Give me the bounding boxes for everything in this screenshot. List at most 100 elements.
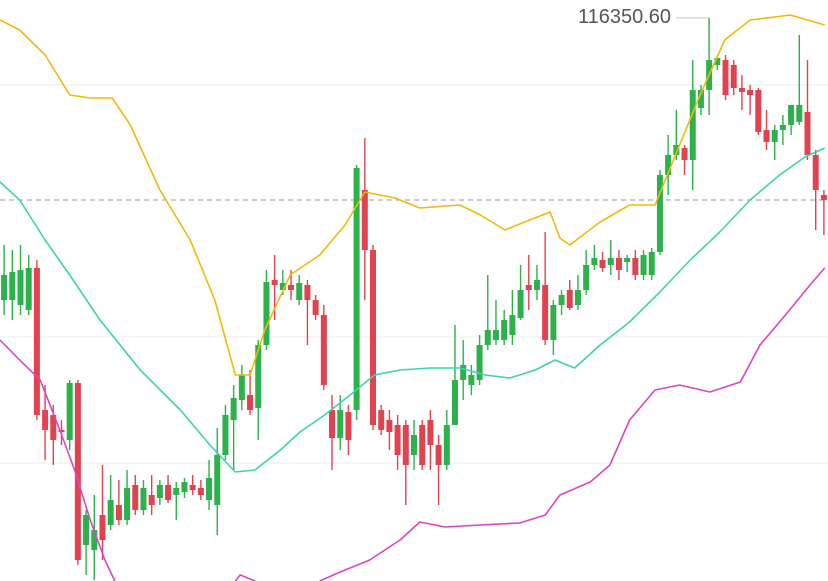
max-high-label: 116350.60 [578,6,671,28]
candle-body [574,290,581,305]
candle-body [25,268,32,310]
candle-body [673,145,680,155]
candle-body [17,270,24,305]
candle-body [238,375,245,400]
candle-body [345,412,352,440]
candle-body [402,425,409,465]
candle-body [697,90,704,108]
candle-body [492,330,499,340]
candle-body [58,430,65,432]
candle-body [255,345,262,408]
candle-body [681,148,688,160]
candle-body [288,285,295,290]
candle-body [222,415,229,455]
candle-body [206,478,213,500]
candle-body [173,488,180,495]
candle-body [419,425,426,465]
candle-body [476,345,483,380]
candle-body [337,410,344,438]
candle-body [624,258,631,262]
indicator-line [0,14,825,376]
candle-body [460,365,467,380]
candle-body [648,252,655,275]
candle-body [763,130,770,142]
candle-body [542,285,549,340]
candle-body [591,258,598,265]
candle-body [386,420,393,432]
candle-body [214,455,221,505]
candle-body [550,305,557,340]
candle-body [484,330,491,345]
candle-body [132,485,139,510]
candle-body [517,290,524,318]
candle-body [247,395,254,410]
candle-body [722,60,729,95]
candle-body [304,285,311,300]
candle-body [33,268,40,415]
candle-body [779,125,786,130]
candle-body [656,175,663,252]
candle-body [788,105,795,125]
candle-body [427,420,434,445]
candle-body [558,295,565,305]
candle-body [99,515,106,540]
candle-body [509,315,516,335]
candle-body [230,398,237,420]
candle-body [263,282,270,345]
candle-body [665,155,672,175]
candle-body [812,155,819,190]
candle-body [181,482,188,492]
candle-body [820,195,827,200]
candle-body [107,500,114,525]
indicator-line [0,147,826,473]
candle-body [583,265,590,290]
candle-body [411,435,417,455]
candle-body [1,275,8,300]
candle-body [50,415,57,440]
candle-body [91,530,98,550]
candle-body [599,260,606,268]
candle-body [468,375,475,385]
candle-body [156,485,163,498]
candle-body [66,383,73,440]
candle-body [165,485,172,500]
candle-body [124,488,131,520]
candle-body [115,505,122,520]
candle-body [279,283,286,290]
indicator-line [0,267,826,581]
candle-body [533,280,540,290]
candle-body [755,90,762,132]
candle-body [804,112,811,155]
candle-body [796,105,803,122]
candle-body [296,283,303,300]
candle-body [148,495,155,505]
candle-body [451,380,458,425]
candle-body [271,280,278,285]
candle-body [443,425,450,465]
candle-body [771,130,778,142]
candle-body [435,445,442,465]
candle-body [607,258,614,265]
candle-body [714,58,721,65]
candle-body [83,515,90,545]
candle-body [689,90,696,160]
candle-body [140,488,147,510]
candle-body [501,320,508,340]
candle-body [747,90,754,95]
candle-body [9,272,16,300]
candle-body [738,88,745,92]
candle-body [632,258,639,275]
candle-body [353,168,360,410]
candle-body [361,190,368,250]
candle-body [42,410,49,430]
candle-body [730,65,737,88]
candle-body [189,485,196,490]
candle-body [312,300,319,315]
candle-body [640,255,647,275]
candle-body [615,258,622,270]
candle-body [566,290,573,308]
candle-body [394,425,401,455]
candle-body [329,410,336,438]
candle-body [197,488,204,495]
